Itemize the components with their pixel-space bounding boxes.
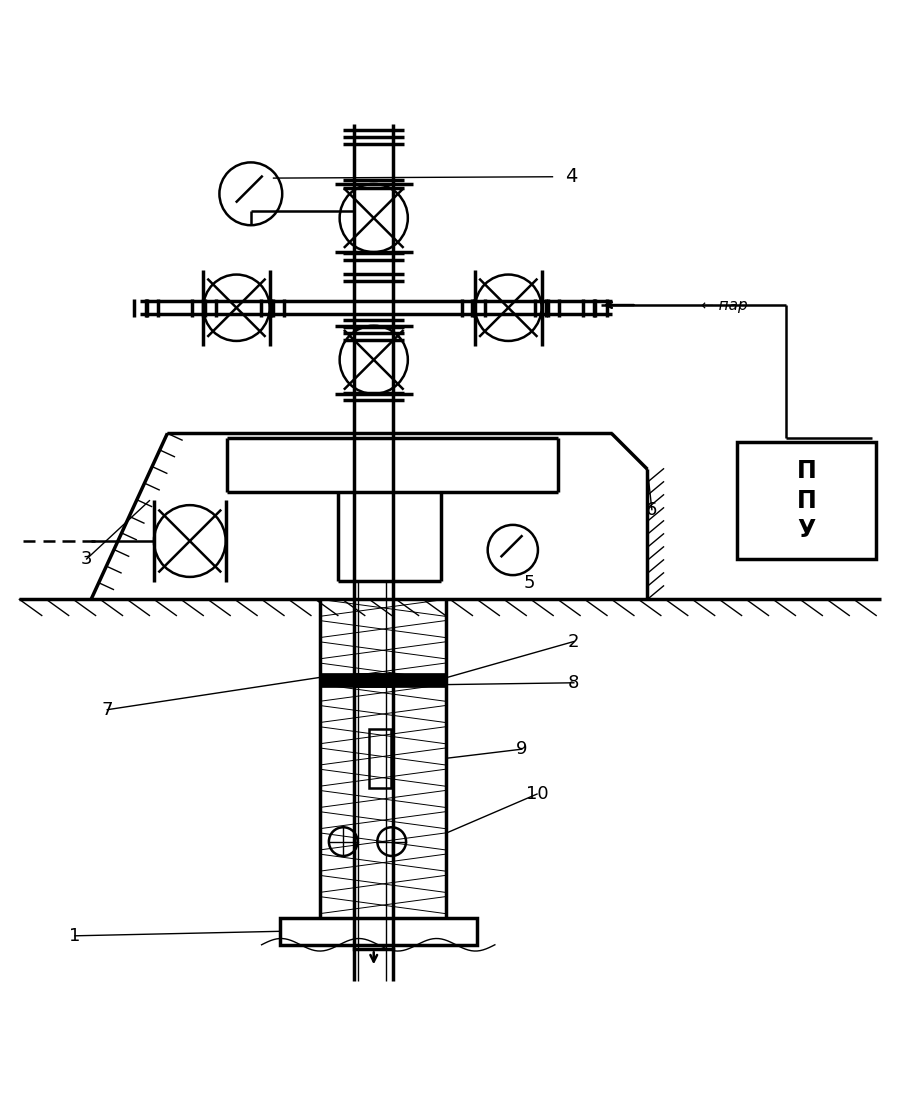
- Text: 3: 3: [81, 550, 93, 568]
- Text: ← пар: ← пар: [701, 298, 748, 312]
- Circle shape: [220, 163, 283, 225]
- Circle shape: [339, 184, 408, 252]
- Text: 6: 6: [646, 500, 658, 518]
- Text: П: П: [796, 488, 816, 513]
- Circle shape: [203, 275, 270, 341]
- Text: П: П: [796, 460, 816, 484]
- Bar: [737, 442, 877, 559]
- Circle shape: [488, 525, 538, 575]
- Text: 10: 10: [526, 785, 548, 803]
- Bar: [354, 673, 393, 686]
- Circle shape: [475, 275, 542, 341]
- Text: У: У: [797, 518, 815, 542]
- Text: 4: 4: [565, 167, 577, 186]
- Circle shape: [328, 827, 357, 856]
- Circle shape: [339, 326, 408, 394]
- Text: 8: 8: [568, 674, 580, 692]
- Circle shape: [154, 505, 226, 576]
- Bar: [369, 729, 391, 788]
- Text: 9: 9: [516, 740, 527, 758]
- Text: 2: 2: [568, 632, 580, 650]
- Text: 7: 7: [102, 701, 113, 718]
- Bar: [280, 917, 477, 945]
- Text: 1: 1: [69, 927, 81, 945]
- Text: 5: 5: [523, 574, 535, 592]
- Circle shape: [377, 827, 406, 856]
- Bar: [320, 673, 446, 686]
